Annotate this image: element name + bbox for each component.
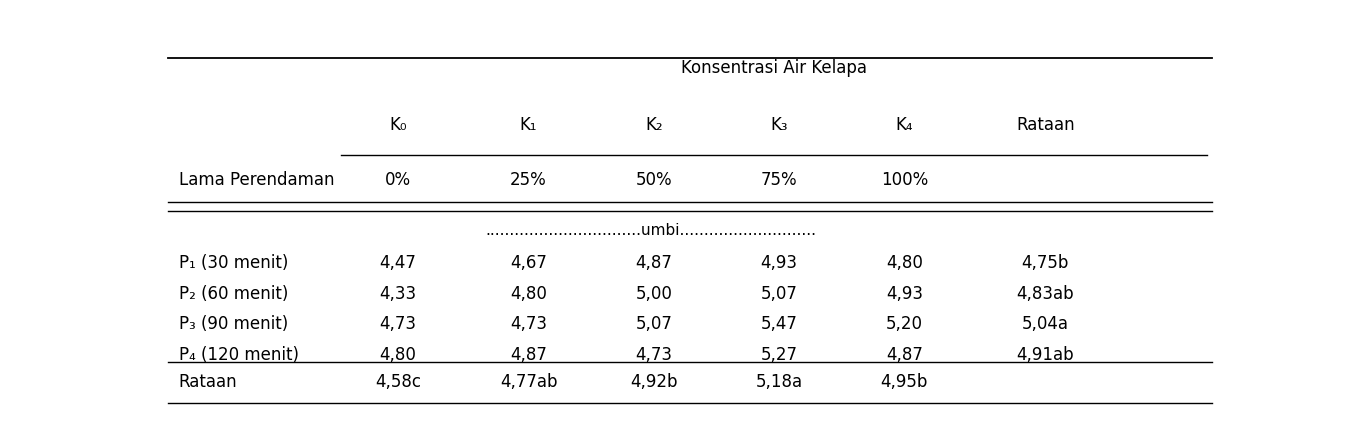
Text: 4,73: 4,73 (636, 346, 672, 364)
Text: 0%: 0% (385, 171, 411, 189)
Text: 4,87: 4,87 (886, 346, 923, 364)
Text: K₃: K₃ (770, 116, 788, 135)
Text: 5,00: 5,00 (636, 284, 672, 303)
Text: 4,87: 4,87 (511, 346, 547, 364)
Text: 5,27: 5,27 (761, 346, 797, 364)
Text: 4,73: 4,73 (380, 315, 416, 333)
Text: 4,93: 4,93 (761, 254, 797, 272)
Text: 5,20: 5,20 (886, 315, 923, 333)
Text: K₁: K₁ (520, 116, 537, 135)
Text: 4,77ab: 4,77ab (500, 373, 558, 391)
Text: 5,18a: 5,18a (756, 373, 803, 391)
Text: 4,92b: 4,92b (630, 373, 678, 391)
Text: Rataan: Rataan (179, 373, 237, 391)
Text: P₄ (120 menit): P₄ (120 menit) (179, 346, 299, 364)
Text: 4,67: 4,67 (511, 254, 547, 272)
Text: 4,75b: 4,75b (1021, 254, 1070, 272)
Text: P₂ (60 menit): P₂ (60 menit) (179, 284, 288, 303)
Text: K₄: K₄ (896, 116, 913, 135)
Text: Lama Perendaman: Lama Perendaman (179, 171, 334, 189)
Text: 4,80: 4,80 (511, 284, 547, 303)
Text: 5,07: 5,07 (636, 315, 672, 333)
Text: K₂: K₂ (645, 116, 663, 135)
Text: 4,95b: 4,95b (881, 373, 928, 391)
Text: 4,58c: 4,58c (374, 373, 422, 391)
Text: P₃ (90 menit): P₃ (90 menit) (179, 315, 288, 333)
Text: 50%: 50% (636, 171, 672, 189)
Text: 4,80: 4,80 (886, 254, 923, 272)
Text: Konsentrasi Air Kelapa: Konsentrasi Air Kelapa (680, 59, 867, 77)
Text: 75%: 75% (761, 171, 797, 189)
Text: 5,47: 5,47 (761, 315, 797, 333)
Text: 4,87: 4,87 (636, 254, 672, 272)
Text: 4,93: 4,93 (886, 284, 923, 303)
Text: 4,47: 4,47 (380, 254, 416, 272)
Text: 25%: 25% (511, 171, 547, 189)
Text: 4,83ab: 4,83ab (1017, 284, 1074, 303)
Text: 5,07: 5,07 (761, 284, 797, 303)
Text: 5,04a: 5,04a (1022, 315, 1068, 333)
Text: 4,73: 4,73 (511, 315, 547, 333)
Text: 4,91ab: 4,91ab (1017, 346, 1074, 364)
Text: 4,33: 4,33 (380, 284, 416, 303)
Text: P₁ (30 menit): P₁ (30 menit) (179, 254, 288, 272)
Text: K₀: K₀ (389, 116, 407, 135)
Text: Rataan: Rataan (1016, 116, 1075, 135)
Text: ................................umbi............................: ................................umbi....… (486, 223, 816, 238)
Text: 100%: 100% (881, 171, 928, 189)
Text: 4,80: 4,80 (380, 346, 416, 364)
